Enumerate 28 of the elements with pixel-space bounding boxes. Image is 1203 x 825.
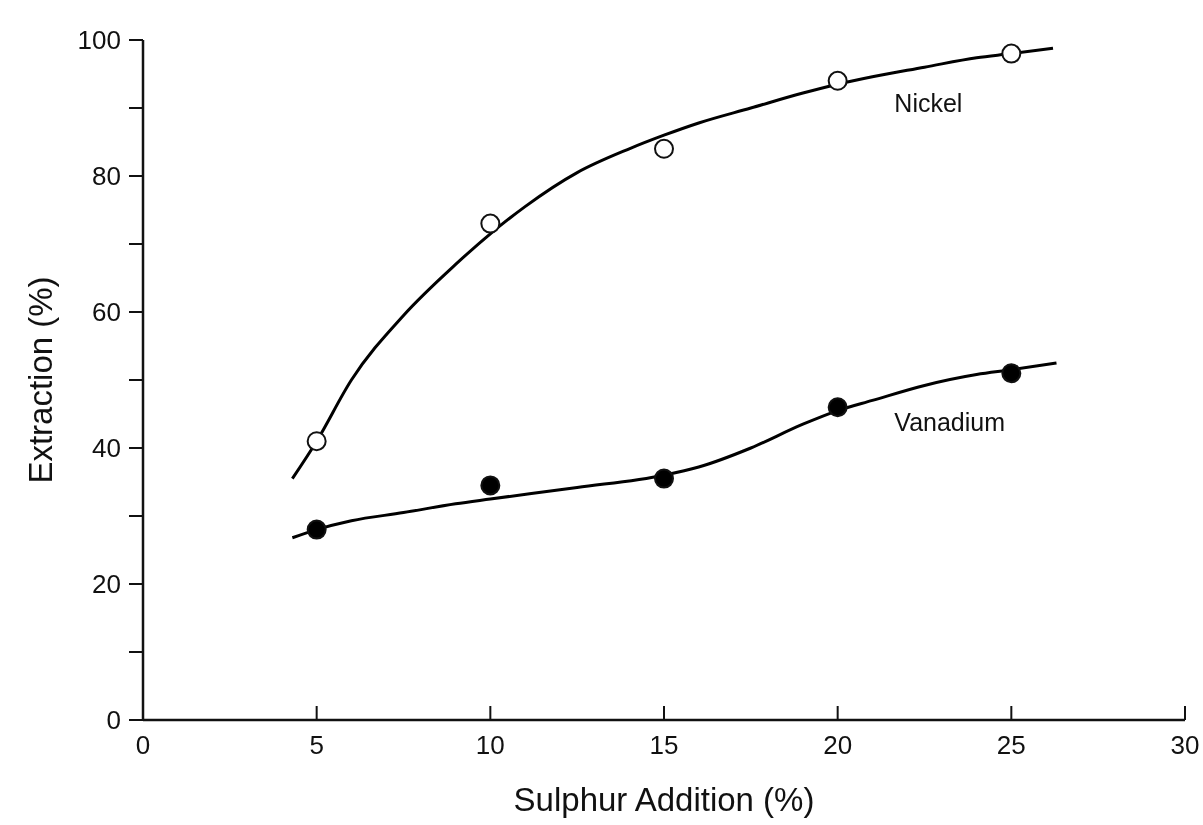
x-axis-title: Sulphur Addition (%) [513, 781, 815, 818]
point [1001, 363, 1022, 384]
point [654, 138, 674, 159]
x-tick-label: 10 [475, 730, 505, 760]
x-tick-label: 25 [996, 730, 1026, 760]
point [480, 475, 501, 496]
point [306, 519, 327, 540]
point [306, 431, 327, 452]
y-axis-title: Extraction (%) [22, 276, 59, 484]
point [1001, 43, 1022, 64]
line-series [290, 361, 1058, 540]
x-tick-label: 15 [649, 730, 679, 760]
x-tick-label: 20 [823, 730, 853, 760]
y-tick-label: 60 [92, 297, 121, 328]
point [827, 70, 848, 91]
series-label: Nickel [894, 88, 963, 117]
y-tick-label: 100 [77, 25, 121, 56]
series-label: Vanadium [894, 408, 1006, 437]
y-tick-label: 80 [92, 161, 121, 192]
y-tick-label: 0 [106, 705, 121, 736]
point [480, 213, 501, 234]
point [654, 468, 674, 489]
x-tick-label: 30 [1170, 730, 1200, 760]
y-tick-label: 20 [92, 569, 121, 600]
x-tick-label: 0 [135, 730, 151, 760]
point [827, 397, 848, 418]
y-tick-label: 40 [92, 433, 121, 464]
x-tick-label: 5 [309, 730, 324, 760]
